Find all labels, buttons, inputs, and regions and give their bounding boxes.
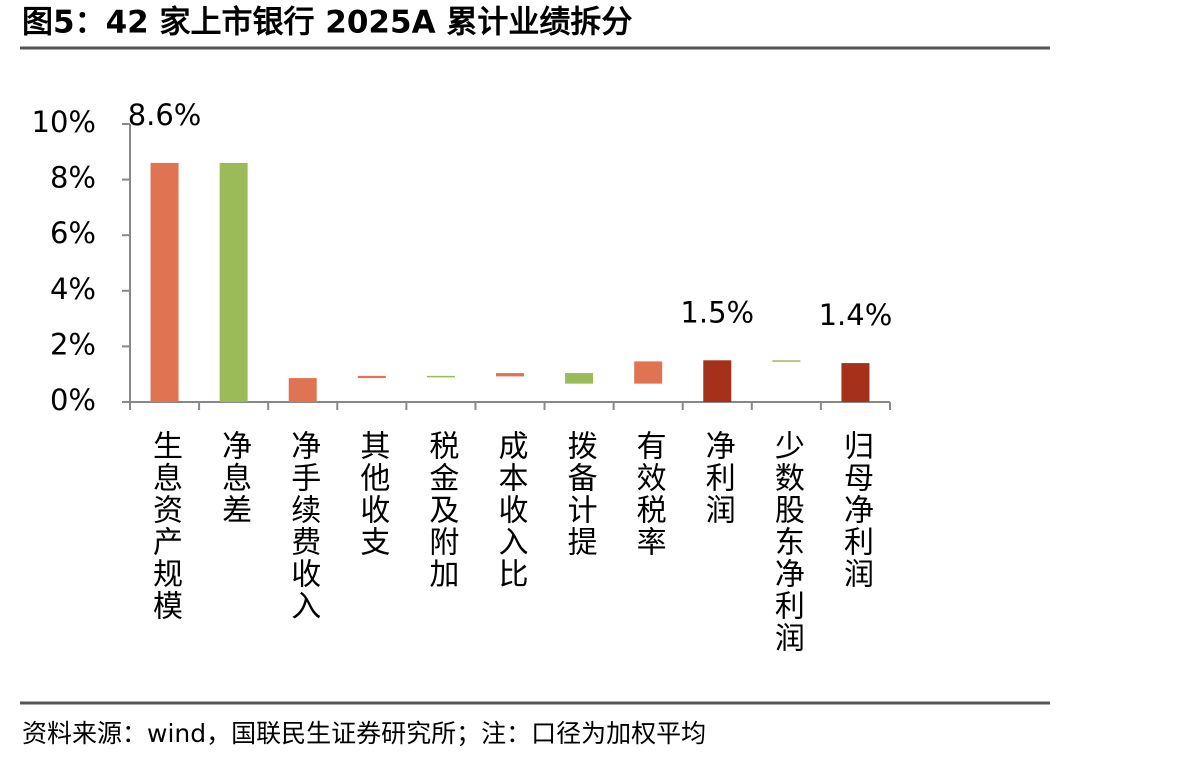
x-tick-label: 净手续费收入 xyxy=(285,430,320,622)
bar xyxy=(772,360,801,362)
x-tick-label: 其他收支 xyxy=(354,430,390,558)
x-tick-label: 归母净利润 xyxy=(838,430,874,590)
bar xyxy=(357,375,386,379)
bar xyxy=(496,373,524,377)
x-tick-label: 有效税率 xyxy=(631,430,667,558)
x-tick-label: 净息差 xyxy=(216,430,251,526)
bar xyxy=(219,162,248,402)
source-note: 资料来源：wind，国联民生证券研究所；注：口径为加权平均 xyxy=(22,719,706,748)
data-label: 8.6% xyxy=(128,98,202,132)
bar xyxy=(426,375,455,378)
data-label: 1.5% xyxy=(680,295,754,329)
y-tick-label: 0% xyxy=(50,383,96,417)
x-tick-label: 生息资产规模 xyxy=(147,430,183,622)
bar xyxy=(703,360,732,402)
x-tick-label: 净利润 xyxy=(700,430,736,526)
bar xyxy=(634,361,663,384)
y-tick-label: 4% xyxy=(50,272,96,306)
y-tick-label: 8% xyxy=(50,161,96,195)
x-tick-label: 拨备计提 xyxy=(562,430,598,558)
bar xyxy=(150,162,179,402)
bar xyxy=(841,363,870,402)
bar xyxy=(288,378,317,402)
x-tick-label: 少数股东净利润 xyxy=(769,430,805,654)
data-label: 1.4% xyxy=(819,298,893,332)
y-tick-label: 10% xyxy=(32,105,96,139)
bar xyxy=(565,373,594,384)
y-tick-label: 6% xyxy=(50,216,96,250)
x-tick-label: 税金及附加 xyxy=(423,430,459,590)
y-tick-label: 2% xyxy=(50,327,96,361)
chart-title: 图5：42 家上市银行 2025A 累计业绩拆分 xyxy=(22,5,632,41)
x-tick-label: 成本收入比 xyxy=(493,430,528,590)
